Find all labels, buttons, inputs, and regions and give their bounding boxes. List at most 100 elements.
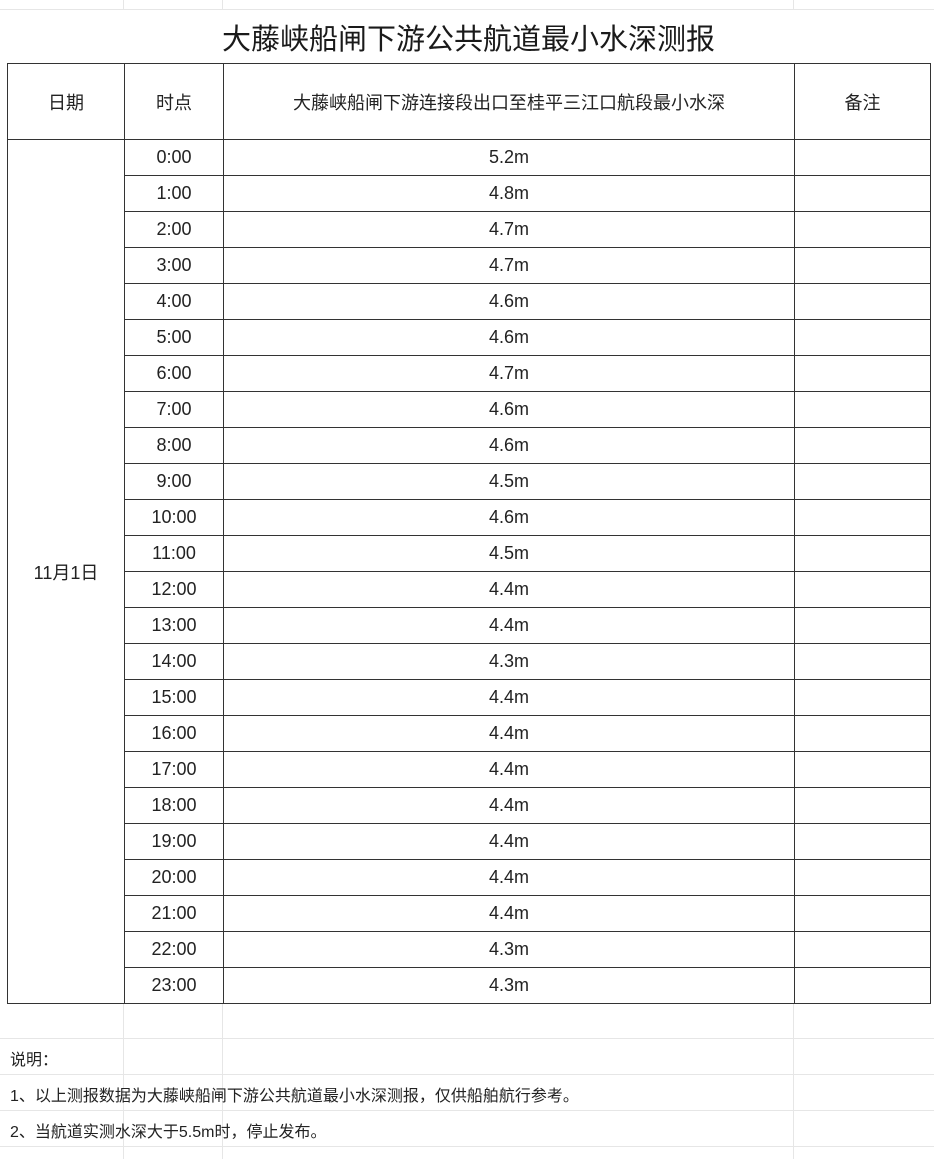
remark-cell bbox=[794, 463, 931, 500]
header-row: 日期 时点 大藤峡船闸下游连接段出口至桂平三江口航段最小水深 备注 bbox=[7, 63, 931, 140]
depth-cell: 4.7m bbox=[223, 247, 795, 284]
depth-cell: 4.4m bbox=[223, 859, 795, 896]
time-cell: 10:00 bbox=[124, 499, 224, 536]
header-date: 日期 bbox=[7, 63, 125, 140]
depth-cell: 4.3m bbox=[223, 643, 795, 680]
table-row: 17:00 4.4m bbox=[8, 751, 931, 788]
time-cell: 2:00 bbox=[124, 211, 224, 248]
depth-cell: 4.6m bbox=[223, 391, 795, 428]
table-row: 6:00 4.7m bbox=[8, 355, 931, 392]
grid-line bbox=[0, 1074, 934, 1075]
time-cell: 8:00 bbox=[124, 427, 224, 464]
depth-cell: 4.6m bbox=[223, 427, 795, 464]
time-cell: 9:00 bbox=[124, 463, 224, 500]
date-cell: 11月1日 bbox=[7, 139, 125, 1004]
depth-cell: 4.4m bbox=[223, 607, 795, 644]
time-cell: 11:00 bbox=[124, 535, 224, 572]
time-cell: 23:00 bbox=[124, 967, 224, 1004]
table-row: 13:00 4.4m bbox=[8, 607, 931, 644]
remark-cell bbox=[794, 391, 931, 428]
remark-cell bbox=[794, 751, 931, 788]
depth-cell: 4.3m bbox=[223, 967, 795, 1004]
time-cell: 1:00 bbox=[124, 175, 224, 212]
table-row: 20:00 4.4m bbox=[8, 859, 931, 896]
time-cell: 3:00 bbox=[124, 247, 224, 284]
time-cell: 7:00 bbox=[124, 391, 224, 428]
remark-cell bbox=[794, 175, 931, 212]
table-row: 8:00 4.6m bbox=[8, 427, 931, 464]
depth-cell: 4.4m bbox=[223, 571, 795, 608]
time-cell: 21:00 bbox=[124, 895, 224, 932]
table-row: 3:00 4.7m bbox=[8, 247, 931, 284]
time-cell: 16:00 bbox=[124, 715, 224, 752]
table-row: 18:00 4.4m bbox=[8, 787, 931, 824]
table-row: 9:00 4.5m bbox=[8, 463, 931, 500]
table-row: 15:00 4.4m bbox=[8, 679, 931, 716]
report-title: 大藤峡船闸下游公共航道最小水深测报 bbox=[7, 10, 930, 63]
depth-cell: 4.7m bbox=[223, 355, 795, 392]
table-row: 11:00 4.5m bbox=[8, 535, 931, 572]
depth-cell: 4.3m bbox=[223, 931, 795, 968]
depth-cell: 4.6m bbox=[223, 319, 795, 356]
remark-cell bbox=[794, 715, 931, 752]
remark-cell bbox=[794, 787, 931, 824]
table-row: 7:00 4.6m bbox=[8, 391, 931, 428]
remark-cell bbox=[794, 499, 931, 536]
depth-cell: 4.4m bbox=[223, 823, 795, 860]
time-cell: 4:00 bbox=[124, 283, 224, 320]
remark-cell bbox=[794, 283, 931, 320]
remark-cell bbox=[794, 967, 931, 1004]
note-item: 1、以上测报数据为大藤峡船闸下游公共航道最小水深测报，仅供船舶航行参考。 bbox=[10, 1088, 579, 1105]
depth-cell: 4.4m bbox=[223, 679, 795, 716]
depth-cell: 4.5m bbox=[223, 535, 795, 572]
remark-cell bbox=[794, 211, 931, 248]
depth-cell: 4.4m bbox=[223, 787, 795, 824]
table-row: 10:00 4.6m bbox=[8, 499, 931, 536]
remark-cell bbox=[794, 571, 931, 608]
note-item: 2、当航道实测水深大于5.5m时，停止发布。 bbox=[10, 1124, 327, 1141]
depth-cell: 4.4m bbox=[223, 751, 795, 788]
time-cell: 17:00 bbox=[124, 751, 224, 788]
table-row: 23:00 4.3m bbox=[8, 967, 931, 1004]
remark-cell bbox=[794, 355, 931, 392]
time-cell: 0:00 bbox=[124, 139, 224, 176]
notes-heading: 说明： bbox=[10, 1052, 59, 1069]
table-row: 1:00 4.8m bbox=[8, 175, 931, 212]
grid-line bbox=[0, 1110, 934, 1111]
time-cell: 12:00 bbox=[124, 571, 224, 608]
time-cell: 6:00 bbox=[124, 355, 224, 392]
remark-cell bbox=[794, 319, 931, 356]
header-time: 时点 bbox=[124, 63, 224, 140]
depth-cell: 4.6m bbox=[223, 283, 795, 320]
remark-cell bbox=[794, 427, 931, 464]
time-cell: 15:00 bbox=[124, 679, 224, 716]
time-cell: 14:00 bbox=[124, 643, 224, 680]
remark-cell bbox=[794, 643, 931, 680]
remark-cell bbox=[794, 823, 931, 860]
grid-line bbox=[0, 9, 934, 10]
table-row: 19:00 4.4m bbox=[8, 823, 931, 860]
time-cell: 19:00 bbox=[124, 823, 224, 860]
depth-cell: 4.5m bbox=[223, 463, 795, 500]
table-row: 5:00 4.6m bbox=[8, 319, 931, 356]
depth-cell: 4.6m bbox=[223, 499, 795, 536]
remark-cell bbox=[794, 859, 931, 896]
remark-cell bbox=[794, 139, 931, 176]
header-remark: 备注 bbox=[794, 63, 931, 140]
time-cell: 18:00 bbox=[124, 787, 224, 824]
table-row: 4:00 4.6m bbox=[8, 283, 931, 320]
grid-line bbox=[0, 1038, 934, 1039]
remark-cell bbox=[794, 931, 931, 968]
depth-cell: 4.7m bbox=[223, 211, 795, 248]
table-row: 22:00 4.3m bbox=[8, 931, 931, 968]
time-cell: 20:00 bbox=[124, 859, 224, 896]
depth-table: 日期 时点 大藤峡船闸下游连接段出口至桂平三江口航段最小水深 备注 11月1日 0… bbox=[7, 63, 931, 1004]
remark-cell bbox=[794, 247, 931, 284]
remark-cell bbox=[794, 895, 931, 932]
remark-cell bbox=[794, 535, 931, 572]
depth-cell: 4.4m bbox=[223, 715, 795, 752]
table-row: 12:00 4.4m bbox=[8, 571, 931, 608]
remark-cell bbox=[794, 607, 931, 644]
time-cell: 13:00 bbox=[124, 607, 224, 644]
table-row: 14:00 4.3m bbox=[8, 643, 931, 680]
